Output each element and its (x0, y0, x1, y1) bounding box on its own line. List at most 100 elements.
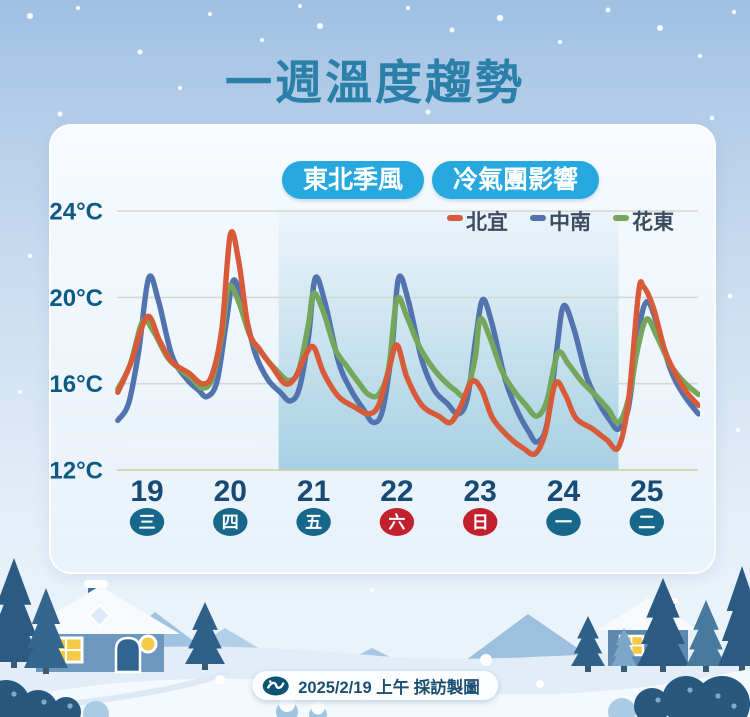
tree-layer (0, 558, 32, 605)
pine-tree (24, 588, 68, 674)
credit-pill: 2025/2/19 上午 採訪製圖 (252, 671, 498, 700)
pine-tree (185, 602, 225, 670)
pine-tree (637, 578, 689, 672)
window-frame (620, 636, 643, 655)
snow-dot (405, 5, 411, 11)
tree-trunk (703, 662, 709, 672)
tree-layer (637, 614, 689, 666)
tree-layer (31, 588, 61, 624)
legend-swatch (613, 215, 629, 221)
snow-dot (13, 637, 19, 643)
tree-layer (27, 604, 65, 648)
tree-layer (689, 613, 723, 650)
snow-dot (208, 12, 212, 16)
tree-layer (693, 600, 719, 630)
tree-layer (0, 578, 37, 636)
tree-layer (686, 627, 726, 666)
snow-dot (27, 253, 33, 259)
bush (83, 701, 109, 717)
legend-label: 花東 (632, 211, 674, 234)
badge-northeast-monsoon: 東北季風 (282, 161, 425, 199)
bush-dot (731, 703, 737, 709)
window (48, 636, 84, 664)
tree-layer (641, 595, 685, 644)
tree-layer (615, 628, 633, 646)
tree-trunk (660, 662, 666, 672)
chimney (88, 584, 104, 608)
bush-dot (715, 693, 721, 699)
snowball (480, 654, 492, 666)
mountain (85, 612, 232, 670)
snow-dot (260, 38, 264, 42)
snow-dot (27, 13, 33, 19)
legend-label: 中南 (549, 211, 591, 234)
tree-trunk (739, 662, 745, 672)
legend-swatch (447, 215, 463, 221)
legend-swatch (530, 215, 546, 221)
bush (51, 697, 81, 717)
snow-dot (605, 7, 611, 13)
tree-layer (718, 608, 750, 666)
snow-dot (298, 4, 302, 8)
snowball (536, 680, 544, 688)
round-window (138, 634, 158, 654)
credit-text: 2025/2/19 上午 採訪製圖 (298, 678, 480, 697)
house-wall (608, 626, 688, 666)
tree-layer (188, 614, 222, 649)
bush (0, 680, 30, 717)
tree-layer (613, 635, 635, 657)
door (114, 636, 142, 674)
house-left (20, 580, 180, 674)
door (657, 635, 676, 665)
snow-roof (20, 586, 180, 634)
pine-tree (611, 628, 637, 672)
page-title: 一週溫度趨勢 (225, 56, 525, 109)
bush (608, 698, 636, 717)
wave-logo-icon (262, 676, 289, 695)
bush-dot (687, 687, 693, 693)
legend-item-2: 花東 (613, 211, 674, 235)
tree-layer (726, 566, 750, 611)
legend-item-1: 中南 (530, 211, 591, 235)
bush (18, 690, 58, 717)
tree-layer (577, 616, 599, 639)
snow-dot (449, 27, 455, 33)
snow-dot (727, 293, 733, 299)
tree-trunk (202, 660, 208, 670)
snow-path-swirl (0, 670, 231, 713)
window (618, 634, 645, 657)
tree-layer (24, 621, 68, 668)
chart-legend: 北宜 中南 花東 (447, 211, 674, 235)
legend-label: 北宜 (466, 211, 508, 234)
pine-tree (0, 558, 41, 668)
chimney-snow (661, 598, 678, 604)
pine-tree (571, 616, 605, 672)
pine-trees (0, 558, 750, 674)
snow-dot (735, 427, 741, 433)
tree-layer (185, 628, 225, 664)
house-wall (36, 628, 164, 672)
bush (694, 676, 750, 717)
tree-layer (571, 637, 605, 666)
bush (276, 701, 298, 717)
snow-dot (496, 14, 504, 22)
tree-trunk (621, 662, 627, 672)
tree-trunk (585, 662, 591, 672)
bush-dot (41, 699, 47, 705)
bush (634, 688, 670, 717)
window-frame (50, 638, 82, 662)
mountain (450, 614, 612, 672)
chimney (664, 602, 675, 620)
tree-layer (192, 602, 218, 630)
bush-dot (655, 697, 661, 703)
snow-dot (709, 115, 715, 121)
tree-layer (646, 578, 680, 618)
mountain (325, 648, 420, 672)
snow-dot (317, 23, 323, 29)
snow-dot (76, 6, 80, 10)
bush (309, 706, 327, 717)
tree-layer (721, 586, 750, 641)
badge-row: 東北季風 冷氣團影響 (282, 161, 600, 199)
mountains (85, 612, 612, 672)
